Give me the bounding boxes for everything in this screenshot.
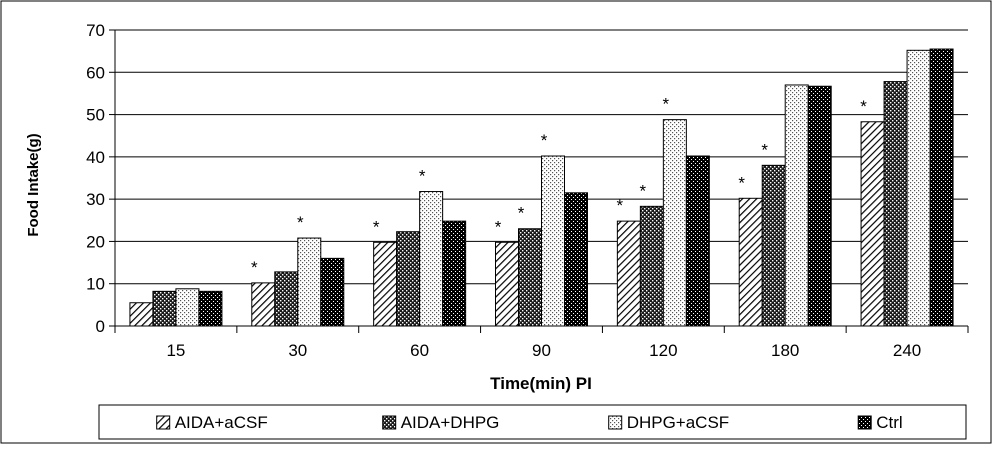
y-tick-label: 70	[86, 21, 105, 40]
legend-item-ctrl: Ctrl	[857, 413, 903, 432]
bar-dhpg-acsf-15	[175, 288, 200, 327]
y-tick-label: 50	[86, 106, 105, 125]
bar-ctrl-180	[807, 85, 832, 327]
bar-dhpg-acsf-240	[906, 49, 931, 327]
y-axis-title: Food Intake(g)	[25, 133, 42, 236]
legend-item-aida-dhpg: AIDA+DHPG	[382, 413, 500, 432]
y-tick-label: 20	[86, 232, 105, 251]
legend-swatch	[382, 415, 397, 430]
significance-marker: *	[663, 95, 670, 114]
bar-aida-dhpg-60	[396, 231, 421, 327]
bar-ctrl-240	[929, 48, 954, 327]
bar-aida-acsf-120	[616, 220, 641, 327]
significance-marker: *	[518, 204, 525, 223]
x-tick-label: 180	[771, 341, 799, 360]
bar-ctrl-120	[685, 155, 710, 327]
legend-items: AIDA+aCSF AIDA+DHPG DHPG+aCSF Ctrl	[156, 413, 903, 432]
significance-marker: *	[541, 131, 548, 150]
legend-label: DHPG+aCSF	[627, 413, 730, 432]
bar-ctrl-90	[564, 192, 588, 327]
x-tick-label: 120	[649, 341, 677, 360]
bar-aida-acsf-240	[860, 121, 885, 327]
bar-ctrl-60	[442, 220, 467, 327]
bar-dhpg-acsf-60	[419, 191, 444, 327]
significance-marker: *	[617, 196, 624, 215]
y-tick-label: 60	[86, 63, 105, 82]
significance-marker: *	[495, 217, 502, 236]
bar-dhpg-acsf-120	[662, 119, 687, 327]
bar-aida-dhpg-15	[152, 290, 177, 327]
legend-label: AIDA+aCSF	[175, 413, 268, 432]
x-tick-label: 240	[893, 341, 921, 360]
legend: AIDA+aCSF AIDA+DHPG DHPG+aCSF Ctrl	[98, 404, 967, 440]
significance-marker: *	[640, 181, 647, 200]
significance-marker: *	[419, 167, 426, 186]
y-tick-label: 0	[96, 317, 105, 336]
bar-aida-dhpg-90	[518, 228, 542, 327]
x-tick-label: 90	[532, 341, 551, 360]
labels: 0 10 20 30 40 50 60 70 15 30 60 90 120 180 240 * * * * * * * *…	[86, 21, 921, 360]
bar-aida-acsf-180	[738, 197, 763, 327]
significance-marker: *	[761, 140, 768, 159]
significance-marker: *	[297, 213, 304, 232]
bar-dhpg-acsf-90	[541, 155, 565, 327]
x-tick-label: 15	[166, 341, 185, 360]
y-tick-label: 40	[86, 148, 105, 167]
x-axis-title: Time(min) PI	[490, 374, 592, 393]
legend-label: AIDA+DHPG	[401, 413, 500, 432]
x-tick-label: 30	[288, 341, 307, 360]
bar-ctrl-30	[320, 257, 345, 327]
bar-aida-acsf-90	[495, 241, 519, 327]
significance-marker: *	[860, 97, 867, 116]
legend-swatch	[857, 415, 872, 430]
legend-item-dhpg-acsf: DHPG+aCSF	[608, 413, 730, 432]
bar-aida-acsf-60	[373, 241, 398, 327]
axes	[109, 29, 969, 333]
y-tick-label: 30	[86, 190, 105, 209]
y-tick-label: 10	[86, 275, 105, 294]
legend-swatch	[608, 415, 623, 430]
bar-dhpg-acsf-30	[297, 237, 322, 327]
bars	[129, 48, 954, 327]
bar-aida-dhpg-30	[274, 271, 299, 327]
legend-swatch	[156, 415, 171, 430]
significance-marker: *	[373, 217, 380, 236]
legend-label: Ctrl	[876, 413, 902, 432]
bar-aida-dhpg-180	[761, 164, 786, 327]
x-tick-label: 60	[410, 341, 429, 360]
significance-marker: *	[738, 173, 745, 192]
bar-aida-dhpg-120	[639, 205, 664, 327]
legend-box	[98, 404, 967, 440]
bar-aida-acsf-30	[251, 282, 276, 327]
legend-item-aida-acsf: AIDA+aCSF	[156, 413, 268, 432]
bar-aida-acsf-15	[129, 302, 154, 327]
bar-dhpg-acsf-180	[784, 84, 809, 327]
bar-ctrl-15	[198, 290, 223, 327]
bar-aida-dhpg-240	[883, 81, 908, 327]
significance-marker: *	[251, 258, 258, 277]
